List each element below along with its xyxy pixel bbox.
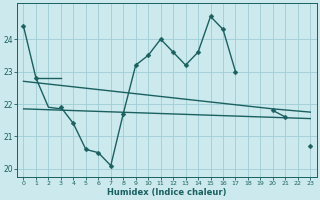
X-axis label: Humidex (Indice chaleur): Humidex (Indice chaleur)	[107, 188, 227, 197]
